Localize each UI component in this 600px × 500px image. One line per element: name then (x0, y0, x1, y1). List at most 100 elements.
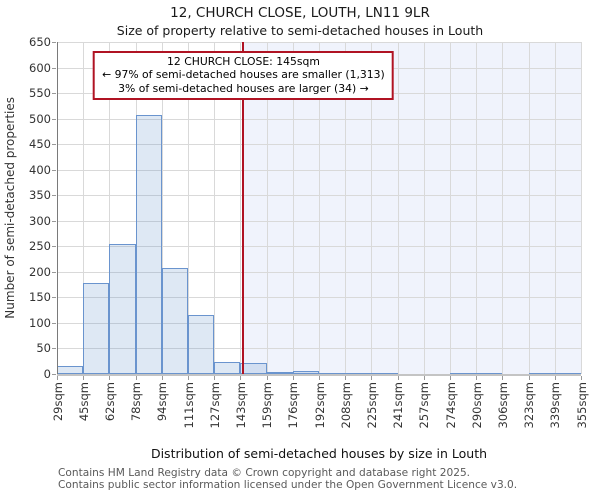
x-tick-label: 192sqm (312, 382, 327, 429)
y-tick-label: 250 (29, 239, 51, 254)
y-tick (52, 297, 56, 299)
v-gridline (292, 42, 294, 374)
x-tick-label: 62sqm (102, 382, 117, 422)
y-tick (52, 169, 56, 171)
histogram-bar (57, 366, 84, 374)
x-axis-title: Distribution of semi-detached houses by … (150, 446, 488, 461)
x-tick-label: 241sqm (391, 382, 406, 429)
x-tick-label: 159sqm (260, 382, 275, 429)
x-tick-label: 323sqm (522, 382, 537, 429)
histogram-bar (83, 283, 110, 374)
chart-subtitle: Size of property relative to semi-detach… (116, 23, 484, 38)
y-tick-label: 400 (29, 162, 51, 177)
x-tick-label: 290sqm (469, 382, 484, 429)
y-tick (52, 195, 56, 197)
y-tick (52, 42, 56, 43)
plot-area: 0 50 100 150 200 250 300 350 400 450 500 550 600 650 2… (29, 35, 588, 428)
x-tick (397, 376, 399, 380)
x-tick (292, 376, 294, 380)
x-tick (476, 376, 478, 380)
histogram-bar (135, 115, 162, 374)
v-gridline (345, 42, 347, 374)
x-tick (161, 376, 163, 380)
annotation-box: 12 CHURCH CLOSE: 145sqm ← 97% of semi-de… (93, 51, 394, 101)
x-tick-label: 208sqm (338, 382, 353, 429)
y-tick (52, 246, 56, 248)
x-tick (319, 376, 320, 380)
histogram-bar (266, 372, 293, 375)
v-gridline (554, 42, 556, 374)
x-tick (188, 376, 189, 380)
x-tick-label: 127sqm (207, 382, 222, 429)
y-tick-label: 450 (29, 137, 51, 152)
x-tick (240, 376, 242, 380)
histogram-bar (188, 315, 215, 374)
y-tick-label: 650 (29, 35, 51, 49)
x-tick-label: 111sqm (181, 382, 196, 429)
y-tick (52, 322, 56, 324)
footer-line-2: Contains public sector information licen… (58, 478, 518, 491)
v-gridline (397, 42, 399, 374)
v-gridline (319, 42, 320, 374)
v-gridline (450, 42, 451, 374)
marker-line (242, 42, 245, 374)
y-tick (52, 348, 56, 350)
histogram-bar (161, 267, 188, 374)
x-tick (450, 376, 451, 380)
y-tick (52, 220, 56, 222)
v-gridline (266, 42, 268, 374)
v-gridline (502, 42, 504, 374)
x-tick (83, 376, 85, 380)
x-tick (371, 376, 373, 380)
y-axis-line (57, 42, 58, 374)
v-gridline (371, 42, 373, 374)
x-tick (345, 376, 347, 380)
x-tick-label: 45sqm (76, 382, 91, 422)
y-tick-label: 100 (29, 315, 51, 330)
annotation-line-2: ← 97% of semi-detached houses are smalle… (102, 68, 385, 82)
histogram-bar (240, 363, 267, 374)
x-tick (135, 376, 137, 380)
y-tick-label: 50 (36, 341, 51, 356)
x-axis-line (57, 374, 581, 376)
histogram-bar (214, 362, 241, 374)
x-tick-label: 29sqm (50, 382, 65, 422)
footer: Contains HM Land Registry data © Crown c… (58, 467, 518, 491)
v-gridline (109, 42, 111, 374)
annotation-line-1: 12 CHURCH CLOSE: 145sqm (167, 55, 320, 68)
y-tick-label: 0 (43, 367, 51, 381)
x-tick-label: 274sqm (443, 382, 458, 429)
chart-title: 12, CHURCH CLOSE, LOUTH, LN11 9LR (170, 5, 430, 21)
x-tick-label: 339sqm (548, 382, 563, 429)
y-tick-label: 600 (29, 60, 51, 75)
y-tick-label: 150 (29, 290, 51, 305)
y-tick (52, 374, 56, 375)
annotation-line-3: 3% of semi-detached houses are larger (3… (118, 81, 369, 95)
x-tick (214, 376, 216, 380)
y-tick (52, 93, 56, 95)
footer-line-1: Contains HM Land Registry data © Crown c… (58, 467, 471, 479)
v-gridline (188, 42, 189, 374)
x-tick (57, 376, 58, 380)
y-tick (52, 271, 56, 273)
v-gridline (161, 42, 163, 374)
y-tick (52, 118, 56, 120)
x-tick-label: 355sqm (574, 382, 589, 429)
x-tick-label: 78sqm (129, 382, 144, 422)
x-tick (266, 376, 268, 380)
y-tick (52, 67, 56, 69)
x-tick (109, 376, 111, 380)
x-tick (528, 376, 530, 380)
v-gridline (476, 42, 478, 374)
x-tick-label: 306sqm (495, 382, 510, 429)
x-tick (423, 376, 425, 380)
x-tick (554, 376, 556, 380)
v-gridline (83, 42, 85, 374)
x-tick (581, 376, 582, 380)
y-tick-label: 300 (29, 213, 51, 228)
v-gridline (581, 42, 582, 374)
x-tick-label: 257sqm (417, 382, 432, 429)
x-tick-label: 176sqm (286, 382, 301, 429)
x-tick-label: 225sqm (364, 382, 379, 429)
